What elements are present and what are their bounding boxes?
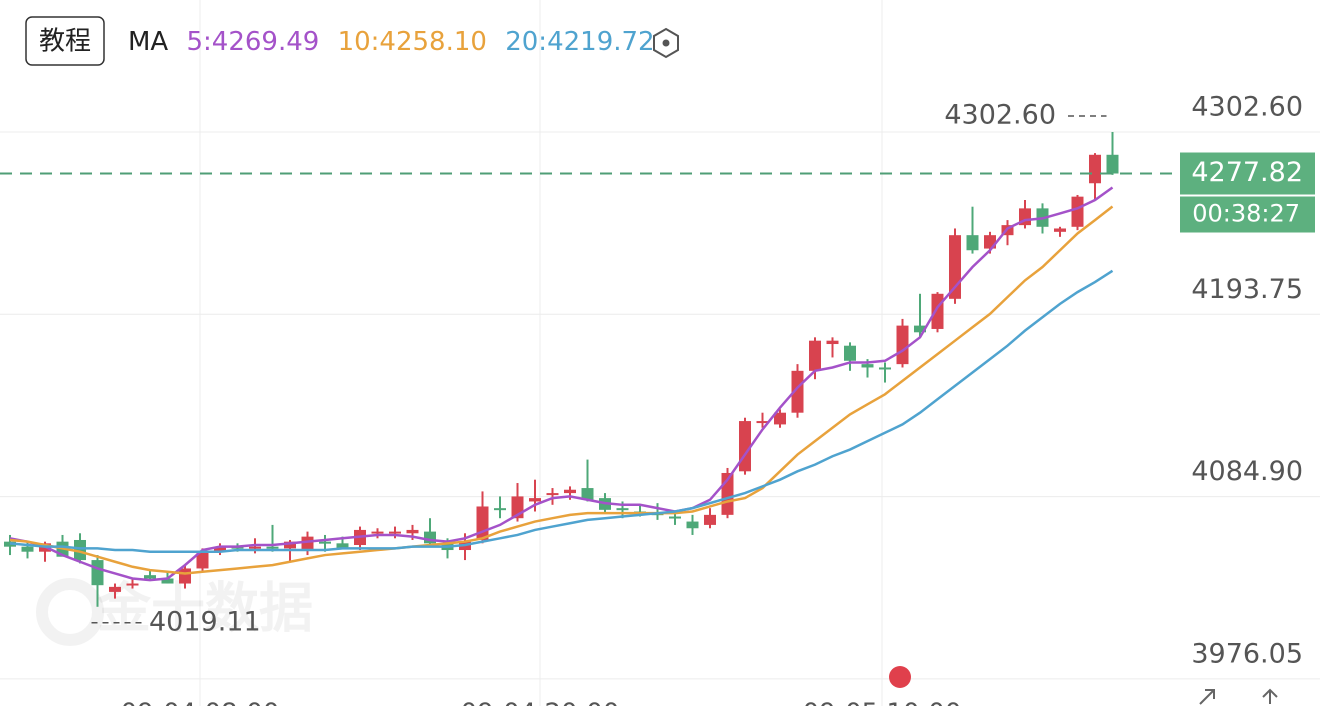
- expand-icon[interactable]: [1199, 689, 1215, 705]
- ma-legend: MA 5:4269.49 10:4258.10 20:4219.72: [128, 27, 655, 57]
- candle-body: [949, 235, 961, 299]
- candle-body: [301, 536, 314, 551]
- candle-body: [424, 531, 436, 544]
- candle-body: [966, 235, 979, 251]
- candle-body: [21, 546, 34, 552]
- candle-body: [284, 541, 296, 549]
- legend-entry: 10:4258.10: [338, 27, 487, 57]
- candle-body: [179, 568, 191, 584]
- candle-body: [1054, 228, 1066, 232]
- countdown-tag: [1180, 196, 1315, 233]
- settings-icon[interactable]: [653, 27, 679, 59]
- grid: [199, 0, 883, 706]
- candle-body: [669, 516, 681, 519]
- candle-body: [704, 514, 716, 525]
- candle-body: [826, 340, 839, 345]
- candle-body: [931, 293, 944, 329]
- candle-body: [1071, 196, 1084, 227]
- candle-body: [494, 508, 506, 511]
- candle-body: [214, 546, 226, 552]
- candle-body: [809, 340, 821, 371]
- tutorial-button-label[interactable]: 教程: [39, 27, 91, 57]
- candle-body: [406, 529, 419, 534]
- candle-body: [266, 546, 279, 549]
- candle-body: [616, 508, 629, 511]
- last-price-tag: [1180, 152, 1315, 195]
- candle-body: [1106, 154, 1119, 174]
- y-tick-label: 3976.05: [1191, 638, 1303, 669]
- candle-body: [844, 345, 856, 361]
- candle-body: [546, 493, 559, 496]
- candle-body: [476, 506, 489, 540]
- x-tick-label: 09-04 08:00: [121, 699, 280, 706]
- event-marker[interactable]: [889, 666, 911, 688]
- candle-body: [126, 583, 139, 586]
- x-tick-label: 09-05 10:00: [803, 699, 962, 706]
- countdown-label: 00:38:27: [1192, 200, 1300, 228]
- legend-entry: 5:4269.49: [186, 27, 319, 57]
- hexagon-dot: [662, 39, 670, 47]
- low-label: 4019.11: [149, 606, 261, 637]
- ma-line: [9, 205, 1114, 575]
- candle-body: [319, 541, 331, 544]
- corner-icons: [1199, 688, 1278, 705]
- candle-body: [529, 498, 541, 502]
- up-icon[interactable]: [1262, 688, 1278, 704]
- candle-body: [686, 521, 699, 529]
- candle-body: [1089, 154, 1101, 184]
- candle-body: [861, 364, 874, 368]
- ma-line: [9, 186, 1114, 582]
- candle-body: [144, 575, 156, 579]
- last-price-label: 4277.82: [1191, 157, 1303, 188]
- candle-body: [109, 586, 121, 592]
- plot: 4302.60 4193.75 4084.90 3976.05 09-04 08:00 0…: [0, 92, 1320, 706]
- candle-body: [371, 531, 384, 534]
- ma-label: MA: [128, 27, 168, 57]
- candle-body: [74, 539, 86, 561]
- legend-entry: 20:4219.72: [505, 27, 654, 57]
- candle-body: [196, 551, 209, 569]
- candle-body: [756, 421, 769, 424]
- watermark-logo: [36, 578, 104, 646]
- candle-body: [774, 412, 786, 425]
- ma-line: [9, 269, 1114, 553]
- candle-body: [879, 367, 891, 370]
- candle-body: [161, 578, 174, 584]
- tutorial-button[interactable]: [25, 16, 105, 66]
- candle-body: [739, 421, 751, 472]
- candle-body: [791, 370, 804, 413]
- candle-body: [389, 531, 401, 534]
- candle-body: [581, 488, 594, 500]
- y-tick-label: 4302.60: [1191, 92, 1303, 123]
- candle-body: [91, 560, 104, 586]
- high-label: 4302.60: [944, 100, 1056, 131]
- candle-body: [249, 546, 261, 549]
- hexagon: [653, 27, 679, 59]
- candle-body: [336, 543, 349, 549]
- candle-body: [564, 489, 576, 494]
- x-tick-label: 09-04 20:00: [461, 699, 620, 706]
- y-tick-label: 4193.75: [1191, 274, 1303, 305]
- y-tick-label: 4084.90: [1191, 456, 1303, 487]
- candle-body: [896, 325, 909, 365]
- candle-body: [914, 325, 926, 333]
- legend: 教程 MA 5:4269.49 10:4258.10 20:4219.72: [25, 16, 679, 66]
